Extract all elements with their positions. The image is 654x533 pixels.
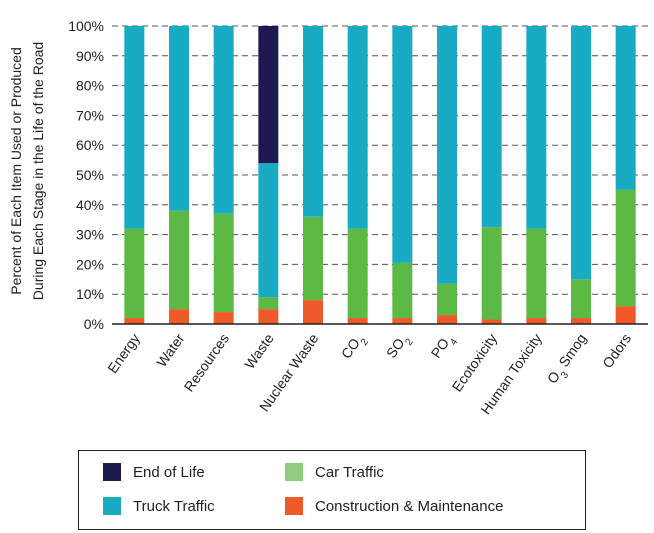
y-tick-label: 60%	[76, 137, 104, 153]
bar-segment-construction-maintenance	[437, 315, 457, 324]
legend-label-end-of-life: End of Life	[133, 463, 205, 481]
y-axis-label-line-2: During Each Stage in the Life of the Roa…	[30, 42, 46, 300]
legend-swatch-truck-traffic	[103, 497, 121, 515]
bar-segment-construction-maintenance	[169, 309, 189, 324]
bar-segment-construction-maintenance	[347, 318, 368, 324]
bar-segment-construction-maintenance	[303, 300, 323, 324]
y-tick-label: 30%	[76, 227, 104, 243]
bar-segment-truck-traffic	[169, 26, 189, 211]
bar-segment-construction-maintenance	[526, 318, 547, 324]
bar-segment-truck-traffic	[347, 26, 368, 229]
bar-segment-car-traffic	[392, 262, 413, 319]
bar-segment-truck-traffic	[258, 163, 279, 298]
bar-segment-truck-traffic	[124, 26, 145, 229]
bar-segment-car-traffic	[303, 216, 323, 301]
x-category-label: Water	[153, 330, 187, 370]
bar-segment-car-traffic	[258, 297, 279, 310]
y-axis-ticks: 0% 10% 20% 30% 40% 50% 60% 70% 80% 90% 100%	[68, 18, 104, 332]
x-category-label: Energy	[104, 331, 143, 377]
legend-item-construction-maintenance: Construction & Maintenance	[285, 497, 503, 515]
bar-segment-car-traffic	[213, 213, 234, 313]
bar-segment-construction-maintenance	[615, 306, 636, 324]
x-category-label: Waste	[241, 330, 277, 371]
bar-segment-truck-traffic	[213, 26, 234, 214]
bar-segment-construction-maintenance	[213, 312, 234, 324]
bar-segment-construction-maintenance	[481, 319, 502, 324]
bar-segment-construction-maintenance	[571, 318, 591, 324]
bar-segment-car-traffic	[526, 228, 547, 319]
stacked-bar-chart: 0% 10% 20% 30% 40% 50% 60% 70% 80% 90% 100% Energy…	[8, 18, 648, 417]
bar-segment-construction-maintenance	[124, 318, 145, 324]
bar-segment-truck-traffic	[392, 26, 413, 263]
bar-segment-truck-traffic	[303, 26, 323, 217]
x-category-label: Odors	[599, 331, 634, 371]
bar-segment-car-traffic	[169, 210, 189, 310]
bar-segment-truck-traffic	[437, 26, 457, 284]
bars	[124, 26, 636, 324]
x-category-label: O3 Smog	[544, 331, 594, 390]
gridlines	[112, 25, 648, 295]
legend-swatch-car-traffic	[285, 463, 303, 481]
x-category-label: CO2	[338, 330, 371, 364]
chart-legend: End of Life Car Traffic Truck Traffic Co…	[78, 450, 586, 530]
bar-segment-construction-maintenance	[258, 309, 279, 324]
legend-item-truck-traffic: Truck Traffic	[103, 497, 215, 515]
legend-swatch-end-of-life	[103, 463, 121, 481]
x-category-label: SO2	[383, 330, 416, 364]
y-tick-label: 10%	[76, 286, 104, 302]
y-tick-label: 50%	[76, 167, 104, 183]
bar-segment-car-traffic	[481, 227, 502, 320]
bar-segment-car-traffic	[124, 228, 145, 319]
bar-segment-truck-traffic	[571, 26, 591, 280]
y-axis-label-line-1: Percent of Each Item Used or Produced	[8, 47, 24, 294]
bar-segment-truck-traffic	[526, 26, 547, 229]
legend-label-truck-traffic: Truck Traffic	[133, 497, 215, 515]
bar-segment-construction-maintenance	[392, 318, 413, 324]
legend-item-end-of-life: End of Life	[103, 463, 205, 481]
y-tick-label: 20%	[76, 256, 104, 272]
y-tick-label: 0%	[84, 316, 104, 332]
bar-segment-end-of-life	[258, 26, 279, 164]
y-tick-label: 40%	[76, 197, 104, 213]
bar-segment-car-traffic	[571, 279, 591, 319]
y-tick-label: 100%	[68, 18, 104, 34]
legend-label-construction-maintenance: Construction & Maintenance	[315, 497, 504, 515]
bar-segment-car-traffic	[615, 189, 636, 307]
legend-label-car-traffic: Car Traffic	[315, 463, 384, 481]
y-tick-label: 70%	[76, 107, 104, 123]
bar-segment-truck-traffic	[481, 26, 502, 228]
legend-swatch-construction-maintenance	[285, 497, 303, 515]
y-tick-label: 80%	[76, 78, 104, 94]
y-tick-label: 90%	[76, 48, 104, 64]
legend-item-car-traffic: Car Traffic	[285, 463, 384, 481]
bar-segment-car-traffic	[347, 228, 368, 319]
x-category-label: Resources	[181, 331, 232, 395]
bar-segment-car-traffic	[437, 283, 457, 316]
bar-segment-truck-traffic	[615, 26, 636, 190]
x-category-label: PO4	[428, 330, 461, 364]
